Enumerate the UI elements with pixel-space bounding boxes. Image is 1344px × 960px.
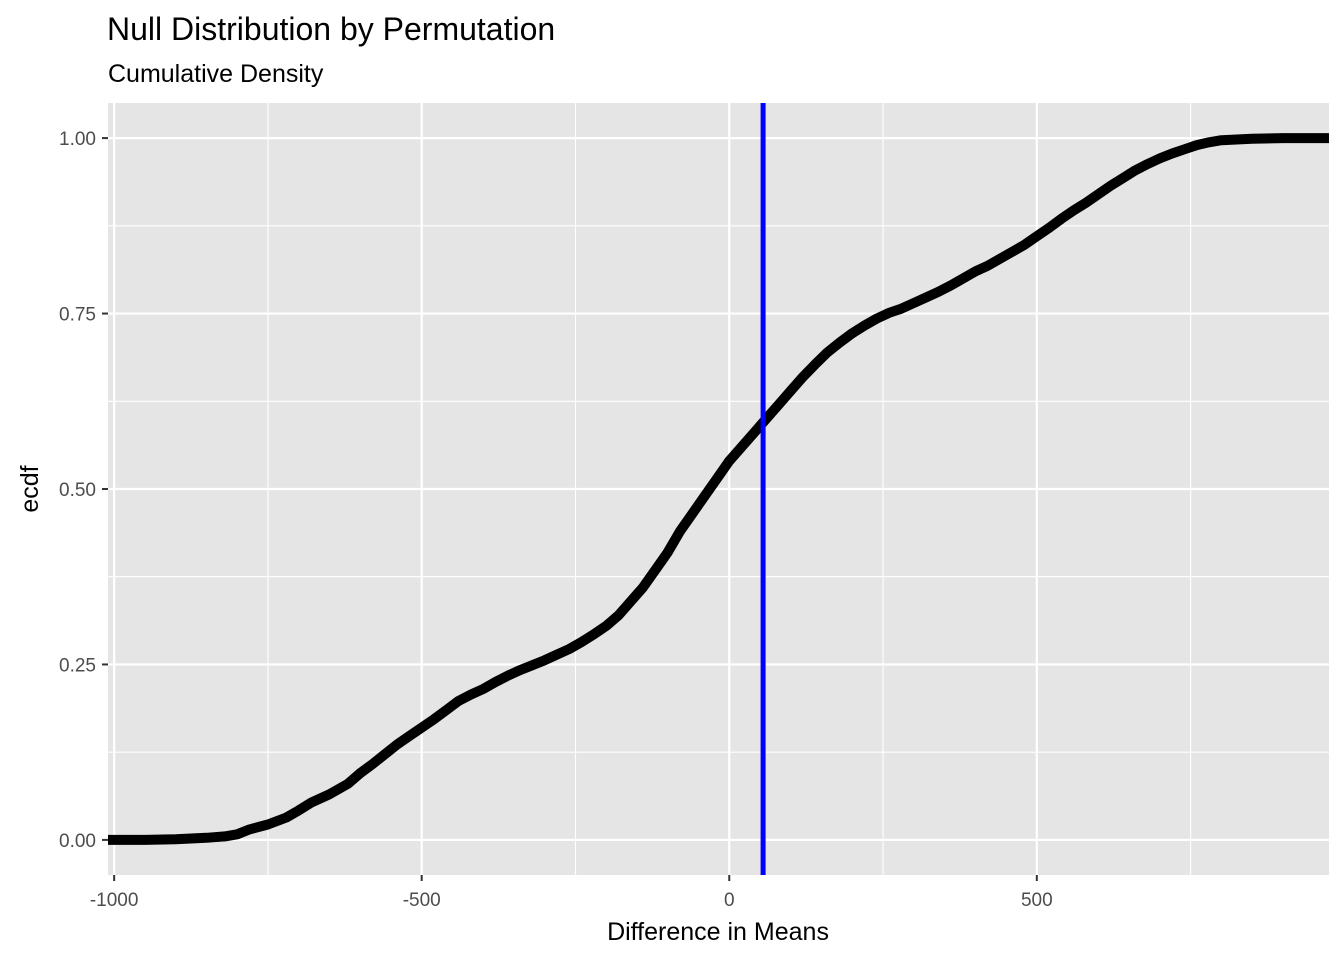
y-axis-title: ecdf bbox=[16, 465, 44, 512]
x-tick-label: -500 bbox=[403, 890, 441, 911]
y-tick-label: 0.00 bbox=[59, 831, 96, 852]
x-axis: -1000 -500 0 500 bbox=[90, 875, 1053, 911]
x-tick-label: -1000 bbox=[90, 890, 139, 911]
y-tick-label: 1.00 bbox=[59, 129, 96, 150]
chart-title: Null Distribution by Permutation bbox=[107, 11, 555, 47]
y-tick-label: 0.25 bbox=[59, 655, 96, 676]
x-tick-label: 0 bbox=[724, 890, 735, 911]
major-gridlines bbox=[108, 103, 1329, 875]
y-axis: 0.00 0.25 0.50 0.75 1.00 bbox=[59, 129, 108, 852]
ecdf-series-line bbox=[108, 133, 1329, 845]
chart-subtitle: Cumulative Density bbox=[108, 60, 324, 88]
x-tick-label: 500 bbox=[1021, 890, 1053, 911]
x-axis-title: Difference in Means bbox=[607, 918, 829, 946]
y-tick-label: 0.50 bbox=[59, 480, 96, 501]
y-tick-label: 0.75 bbox=[59, 305, 96, 326]
